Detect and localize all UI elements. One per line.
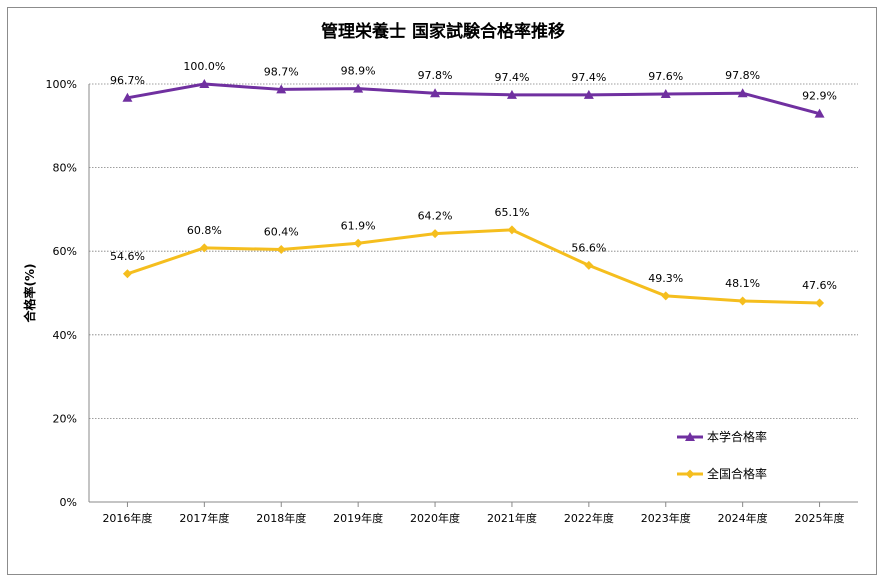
data-point-triangle	[737, 88, 748, 98]
data-point-triangle	[122, 92, 133, 102]
x-tick-label: 2020年度	[410, 511, 460, 525]
data-point-diamond	[815, 298, 825, 308]
data-label: 54.6%	[110, 250, 145, 263]
data-point-diamond	[122, 269, 132, 279]
legend-label: 本学合格率	[707, 429, 767, 444]
data-label: 97.4%	[494, 71, 529, 84]
data-point-diamond	[584, 260, 594, 270]
data-point-diamond	[661, 291, 671, 301]
x-tick-label: 2025年度	[795, 511, 845, 525]
data-label: 47.6%	[802, 279, 837, 292]
data-point-triangle	[685, 432, 695, 441]
data-label: 64.2%	[418, 210, 453, 223]
data-point-triangle	[199, 79, 210, 88]
data-point-triangle	[430, 88, 441, 98]
data-point-diamond	[430, 229, 440, 239]
y-axis-title: 合格率(%)	[22, 264, 37, 323]
chart-title: 管理栄養士 国家試験合格率推移	[321, 21, 565, 42]
data-label: 92.9%	[802, 90, 837, 103]
data-point-diamond	[353, 238, 363, 248]
data-label: 100.0%	[183, 60, 225, 73]
data-label: 97.6%	[648, 70, 683, 83]
x-axis-ticks: 2016年度 2017年度 2018年度 2019年度 2020年度 2021年度 2022…	[102, 502, 845, 525]
x-tick-label: 2021年度	[487, 511, 537, 525]
series-national: 54.6% 60.8% 60.4% 61.9% 64.2% 65.1% 56.6% 49.3%…	[110, 206, 837, 308]
data-point-diamond	[199, 243, 209, 253]
x-tick-label: 2017年度	[179, 511, 229, 525]
data-label: 98.9%	[341, 65, 376, 78]
x-tick-label: 2019年度	[333, 511, 383, 525]
y-tick-label: 20%	[53, 412, 77, 425]
data-label: 60.4%	[264, 226, 299, 239]
data-point-diamond	[507, 225, 517, 235]
data-label: 98.7%	[264, 65, 299, 78]
data-label: 48.1%	[725, 277, 760, 290]
data-label: 65.1%	[494, 206, 529, 219]
data-point-triangle	[506, 89, 517, 99]
y-axis-ticks: 0% 20% 40% 60% 80% 100%	[46, 78, 77, 509]
data-point-diamond	[738, 296, 748, 306]
series-line	[127, 82, 820, 116]
x-tick-label: 2023年度	[641, 511, 691, 525]
x-tick-label: 2016年度	[102, 511, 152, 525]
series-line	[126, 228, 820, 305]
data-label: 96.7%	[110, 74, 145, 87]
y-tick-label: 60%	[53, 245, 77, 258]
y-tick-label: 80%	[53, 162, 77, 175]
chart-frame	[7, 7, 877, 575]
data-label: 97.4%	[571, 71, 606, 84]
data-point-triangle	[353, 83, 364, 93]
gridlines	[88, 83, 858, 503]
series-school: 96.7% 100.0% 98.7% 98.9% 97.8% 97.4% 97.4% 97.6…	[110, 60, 837, 118]
data-point-triangle	[814, 108, 825, 118]
x-tick-label: 2024年度	[718, 511, 768, 525]
x-tick-label: 2018年度	[256, 511, 306, 525]
data-point-diamond	[685, 469, 695, 479]
y-tick-label: 100%	[46, 78, 77, 91]
legend-label: 全国合格率	[707, 466, 767, 481]
data-label: 60.8%	[187, 224, 222, 237]
y-tick-label: 40%	[53, 329, 77, 342]
data-label: 61.9%	[341, 219, 376, 232]
x-tick-label: 2022年度	[564, 511, 614, 525]
legend-item: 全国合格率	[677, 466, 767, 481]
y-tick-label: 0%	[60, 496, 77, 509]
series-layer: 96.7% 100.0% 98.7% 98.9% 97.8% 97.4% 97.4% 97.6…	[110, 60, 837, 308]
data-point-triangle	[276, 84, 287, 94]
data-label: 56.6%	[571, 241, 606, 254]
legend-item: 本学合格率	[677, 429, 767, 444]
data-point-triangle	[583, 89, 594, 99]
data-label: 97.8%	[725, 69, 760, 82]
data-label: 49.3%	[648, 272, 683, 285]
data-label: 97.8%	[418, 69, 453, 82]
data-point-triangle	[660, 89, 671, 99]
data-point-diamond	[276, 245, 286, 255]
